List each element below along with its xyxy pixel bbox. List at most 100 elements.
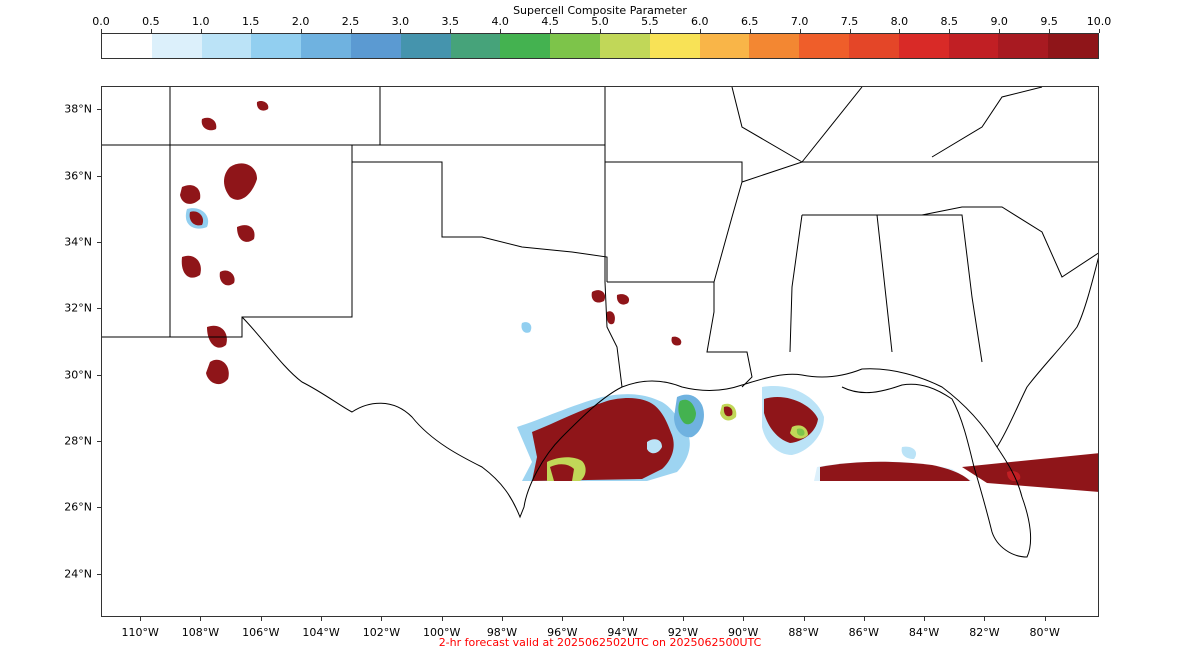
colorbar-tick-mark	[200, 29, 202, 33]
longitude-tick	[803, 617, 805, 621]
latitude-label: 36°N	[64, 169, 92, 183]
colorbar-tick-mark	[550, 29, 552, 33]
latitude-label: 32°N	[64, 301, 92, 315]
colorbar-tick-mark	[699, 29, 701, 33]
colorbar-swatch	[102, 34, 152, 58]
longitude-label: 104°W	[302, 626, 340, 639]
colorbar-tick-label: 9.5	[1040, 15, 1058, 28]
colorbar-tick-mark	[749, 29, 751, 33]
longitude-label: 108°W	[181, 626, 220, 639]
colorbar-tick-mark	[500, 29, 502, 33]
colorbar-tick-mark	[1099, 29, 1100, 33]
longitude-tick	[381, 617, 383, 621]
scp-field	[180, 100, 1098, 492]
colorbar-swatch	[201, 34, 252, 58]
colorbar-swatch	[350, 34, 401, 58]
longitude-label: 98°W	[486, 626, 518, 639]
colorbar-swatch	[948, 34, 999, 58]
longitude-tick	[984, 617, 986, 621]
colorbar-tick-label: 9.0	[990, 15, 1008, 28]
latitude-label: 34°N	[64, 235, 92, 249]
new-mexico-blobs	[180, 100, 269, 385]
colorbar-tick-label: 0.5	[142, 15, 160, 28]
latitude-label: 28°N	[64, 434, 92, 448]
colorbar-swatch	[450, 34, 501, 58]
colorbar-swatch	[799, 34, 849, 58]
colorbar-tick-mark	[899, 29, 901, 33]
colorbar-tick-label: 1.0	[192, 15, 210, 28]
colorbar-tick-mark	[849, 29, 851, 33]
colorbar-swatch	[301, 34, 351, 58]
colorbar-swatch	[251, 34, 302, 58]
longitude-tick	[260, 617, 262, 621]
colorbar-tick-label: 3.0	[391, 15, 410, 28]
longitude-tick	[924, 617, 926, 621]
longitude-label: 82°W	[969, 626, 1000, 639]
latitude-label: 26°N	[64, 500, 92, 514]
colorbar-tick-mark	[999, 29, 1001, 33]
longitude-label: 96°W	[547, 626, 578, 639]
colorbar-tick-label: 5.0	[591, 15, 609, 28]
colorbar-swatch	[1048, 34, 1098, 58]
coastline	[241, 257, 1098, 558]
colorbar-tick-label: 8.0	[890, 15, 909, 28]
colorbar-tick-label: 7.5	[840, 15, 859, 28]
longitude-label: 90°W	[728, 626, 759, 639]
latitude-tick	[97, 175, 101, 177]
colorbar-tick-label: 1.5	[241, 15, 260, 28]
colorbar-tick-label: 2.0	[291, 15, 310, 28]
colorbar-tick-mark	[300, 29, 302, 33]
colorbar-tick-labels: 0.0 0.5 1.0 1.5 2.0 2.5 3.0 3.5 4.0 4.5 5.0 5.5 6.0 6…	[92, 15, 1111, 33]
longitude-tick	[502, 617, 503, 621]
colorbar-tick-mark	[600, 29, 601, 33]
longitude-label: 110°W	[121, 626, 159, 639]
colorbar-swatch	[649, 34, 700, 58]
longitude-tick	[863, 617, 865, 621]
colorbar-tick-label: 4.5	[541, 15, 559, 28]
colorbar-tick-label: 6.5	[740, 15, 759, 28]
longitude-tick	[622, 617, 624, 621]
colorbar-tick-mark	[450, 29, 452, 33]
latitude-label: 24°N	[64, 567, 92, 581]
colorbar-tick-mark	[1049, 29, 1051, 33]
colorbar-tick-mark	[799, 29, 801, 33]
longitude-label: 86°W	[848, 626, 879, 639]
longitude-label: 84°W	[908, 626, 940, 639]
colorbar-swatch	[898, 34, 949, 58]
longitude-tick	[200, 617, 202, 621]
longitude-tick	[1044, 617, 1046, 621]
state-boundaries	[102, 87, 1098, 388]
latitude-label: 30°N	[64, 368, 92, 382]
colorbar-tick-label: 2.5	[341, 15, 360, 28]
gulf-southern-band	[814, 446, 1098, 492]
colorbar-swatch	[550, 34, 600, 58]
colorbar-swatch	[998, 34, 1049, 58]
longitude-tick	[743, 617, 745, 621]
colorbar-swatch	[699, 34, 750, 58]
colorbar-swatch	[400, 34, 451, 58]
latitude-tick	[97, 507, 101, 509]
colorbar-tick-label: 6.0	[691, 15, 709, 28]
longitude-tick	[140, 617, 142, 621]
gulf-texas-blob	[517, 394, 690, 481]
colorbar-swatch	[749, 34, 800, 58]
longitude-label: 80°W	[1029, 626, 1060, 639]
colorbar-tick-mark	[101, 29, 102, 33]
colorbar-tick-mark	[250, 29, 252, 33]
colorbar-swatch	[500, 34, 551, 58]
colorbar-tick-label: 0.0	[92, 15, 110, 28]
colorbar-tick-label: 5.5	[641, 15, 659, 28]
longitude-label: 94°W	[607, 626, 638, 639]
colorbar-tick-mark	[350, 29, 352, 33]
map-canvas	[102, 87, 1098, 558]
latitude-tick	[97, 308, 101, 310]
longitude-label: 88°W	[788, 626, 819, 639]
colorbar-swatch	[151, 34, 202, 58]
map-panel	[101, 86, 1099, 617]
longitude-tick	[682, 617, 684, 621]
latitude-tick	[97, 241, 101, 243]
latitude-tick	[97, 441, 101, 443]
colorbar-tick-label: 7.0	[790, 15, 809, 28]
colorbar-title: Supercell Composite Parameter	[513, 4, 687, 17]
colorbar-tick-mark	[649, 29, 651, 33]
